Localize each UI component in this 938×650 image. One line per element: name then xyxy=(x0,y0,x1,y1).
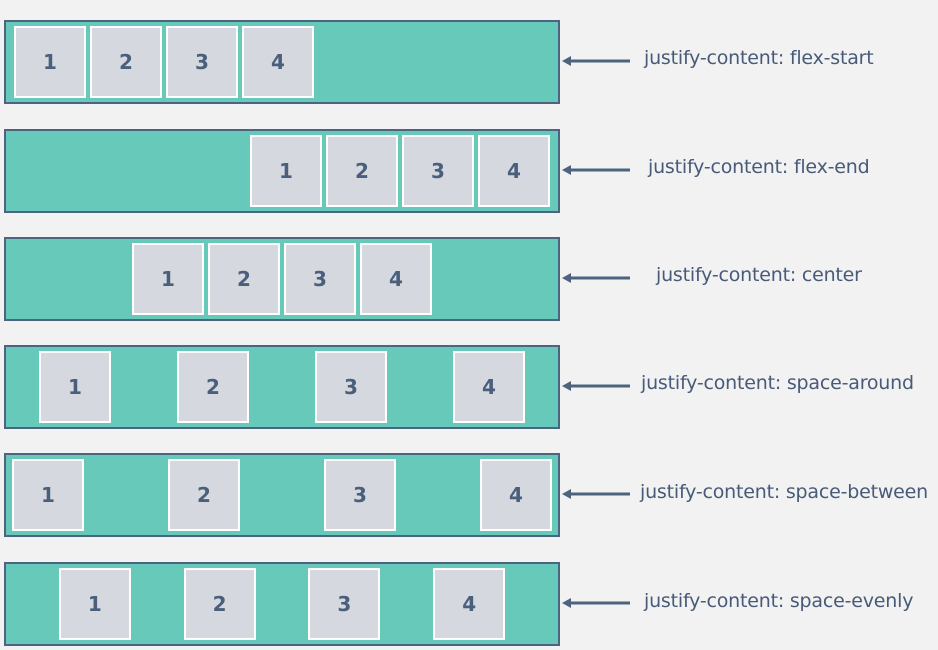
caption: justify-content: flex-end xyxy=(648,156,870,178)
flex-item: 2 xyxy=(183,568,256,640)
example-space-around: 1 2 3 4 justify-content: space-around xyxy=(0,345,938,429)
flex-item: 4 xyxy=(242,26,314,98)
flex-item: 1 xyxy=(12,459,84,531)
flex-item: 2 xyxy=(177,351,249,423)
arrow-left-icon xyxy=(560,270,632,286)
flex-item: 3 xyxy=(324,459,396,531)
example-space-between: 1 2 3 4 justify-content: space-between xyxy=(0,453,938,537)
flex-item: 3 xyxy=(308,568,381,640)
flex-container: 1 2 3 4 xyxy=(4,20,560,104)
flex-item: 4 xyxy=(433,568,506,640)
flex-item: 1 xyxy=(250,135,322,207)
flex-item: 1 xyxy=(14,26,86,98)
example-center: 1 2 3 4 justify-content: center xyxy=(0,237,938,321)
flex-item: 4 xyxy=(478,135,550,207)
flex-container: 1 2 3 4 xyxy=(4,237,560,321)
arrow-left-icon xyxy=(560,378,632,394)
flex-item: 3 xyxy=(315,351,387,423)
arrow-left-icon xyxy=(560,162,632,178)
arrow-left-icon xyxy=(560,486,632,502)
flex-container: 1 2 3 4 xyxy=(4,453,560,537)
arrow-left-icon xyxy=(560,595,632,611)
flex-item: 1 xyxy=(39,351,111,423)
flex-item: 2 xyxy=(168,459,240,531)
flex-item: 4 xyxy=(453,351,525,423)
flex-item: 3 xyxy=(284,243,356,315)
caption: justify-content: center xyxy=(656,264,862,286)
caption: justify-content: space-evenly xyxy=(644,590,914,612)
flex-item: 1 xyxy=(132,243,204,315)
flex-item: 4 xyxy=(360,243,432,315)
flex-item: 3 xyxy=(166,26,238,98)
caption: justify-content: flex-start xyxy=(644,47,874,69)
example-flex-start: 1 2 3 4 justify-content: flex-start xyxy=(0,20,938,104)
flex-item: 4 xyxy=(480,459,552,531)
caption: justify-content: space-between xyxy=(640,481,929,503)
caption: justify-content: space-around xyxy=(641,372,914,394)
flex-item: 2 xyxy=(208,243,280,315)
flex-container: 1 2 3 4 xyxy=(4,345,560,429)
example-flex-end: 1 2 3 4 justify-content: flex-end xyxy=(0,129,938,213)
flex-item: 2 xyxy=(326,135,398,207)
flex-item: 1 xyxy=(58,568,131,640)
arrow-left-icon xyxy=(560,53,632,69)
example-space-evenly: 1 2 3 4 justify-content: space-evenly xyxy=(0,562,938,646)
flex-container: 1 2 3 4 xyxy=(4,129,560,213)
flex-container: 1 2 3 4 xyxy=(4,562,560,646)
flex-item: 3 xyxy=(402,135,474,207)
flex-item: 2 xyxy=(90,26,162,98)
